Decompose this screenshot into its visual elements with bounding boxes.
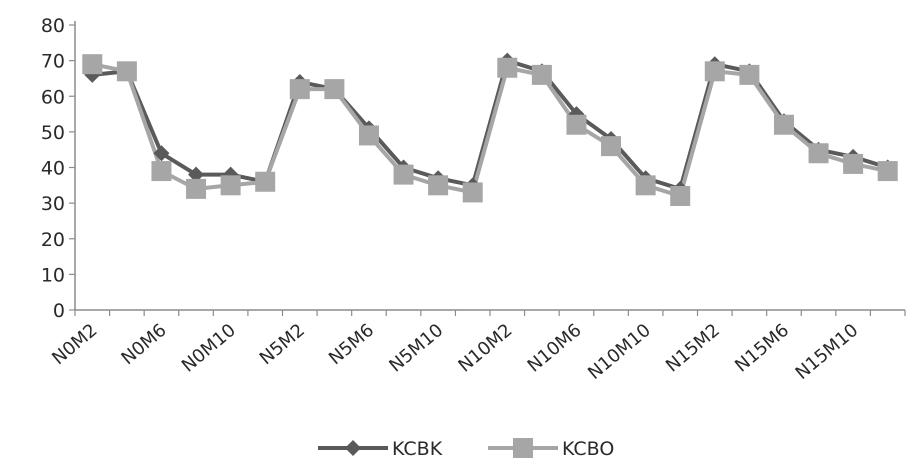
x-tick-label: N5M6 (325, 320, 378, 369)
y-tick-label: 10 (41, 264, 65, 286)
data-point-kcbo (186, 178, 207, 199)
y-tick-label: 20 (41, 229, 65, 251)
data-point-kcbo (704, 61, 725, 82)
data-point-kcbo (843, 153, 864, 174)
x-tick-label: N15M2 (662, 320, 724, 377)
data-point-kcbo (428, 175, 449, 196)
data-point-kcbk (188, 166, 205, 183)
data-point-kcbo (324, 79, 345, 100)
x-tick-label: N10M2 (454, 320, 516, 377)
x-tick-label: N10M6 (524, 320, 586, 377)
legend-label-kcbo: KCBO (562, 438, 614, 460)
data-point-kcbo (635, 175, 656, 196)
y-tick-label: 40 (41, 158, 65, 180)
y-tick-label: 80 (41, 15, 65, 37)
x-tick-label: N5M10 (385, 320, 447, 377)
data-point-kcbo (462, 182, 483, 203)
y-axis-ticks: 0 10 20 30 40 50 60 70 80 (41, 15, 75, 322)
y-tick-label: 70 (41, 51, 65, 73)
data-point-kcbo (601, 136, 622, 157)
x-tick-label: N5M2 (256, 320, 309, 369)
data-point-kcbo (773, 114, 794, 135)
data-point-kcbo (497, 57, 518, 78)
data-point-kcbo (877, 161, 898, 182)
x-tick-label: N15M6 (731, 320, 793, 377)
x-tick-label: N10M10 (584, 320, 655, 384)
x-tick-label: N15M10 (792, 320, 863, 384)
x-tick-label: N0M2 (48, 320, 101, 369)
y-tick-label: 30 (41, 193, 65, 215)
legend-marker-kcbo (513, 438, 533, 458)
data-point-kcbo (670, 186, 691, 206)
data-point-kcbk (153, 145, 170, 162)
data-point-kcbo (289, 79, 310, 100)
y-tick-label: 0 (53, 300, 65, 322)
x-tick-label: N0M6 (117, 320, 170, 369)
x-axis-ticks: N0M2 N0M6 N0M10 N5M2 N5M6 N5M10 N10M2 N10M6N10M… (48, 310, 906, 384)
data-point-kcbo (255, 171, 276, 192)
y-tick-label: 60 (41, 86, 65, 108)
data-point-kcbo (220, 175, 241, 196)
data-point-kcbo (82, 54, 103, 75)
data-point-kcbo (393, 164, 414, 185)
legend-marker-kcbk (345, 440, 361, 456)
x-tick-label: N0M10 (178, 320, 240, 377)
series-lines (82, 52, 898, 206)
data-point-kcbo (739, 64, 760, 85)
data-point-kcbo (808, 143, 829, 164)
y-tick-label: 50 (41, 122, 65, 144)
data-point-kcbo (358, 125, 379, 146)
axes (74, 21, 905, 311)
data-point-kcbo (151, 161, 172, 182)
legend-label-kcbk: KCBK (392, 438, 443, 460)
data-point-kcbo (566, 114, 587, 135)
data-point-kcbo (531, 64, 552, 85)
data-point-kcbo (116, 61, 137, 82)
legend: KCBK KCBO (318, 438, 614, 460)
